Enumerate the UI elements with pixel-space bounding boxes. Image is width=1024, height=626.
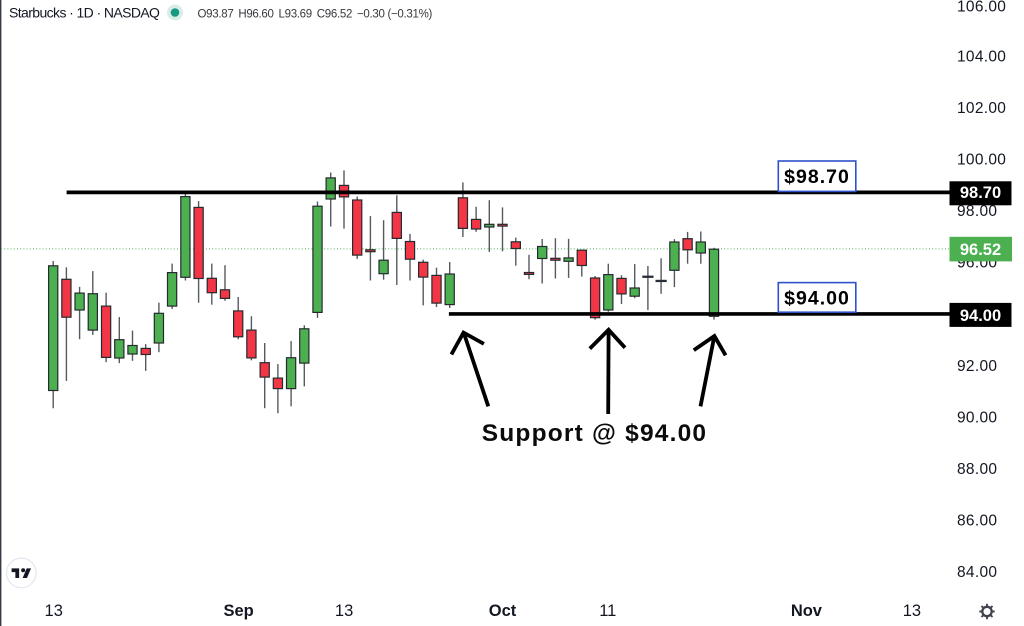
svg-text:Nov: Nov xyxy=(791,602,823,620)
svg-text:86.00: 86.00 xyxy=(957,513,997,530)
svg-text:88.00: 88.00 xyxy=(957,461,997,478)
svg-text:92.00: 92.00 xyxy=(957,358,997,375)
svg-text:100.00: 100.00 xyxy=(957,152,1006,169)
svg-text:Oct: Oct xyxy=(489,602,517,620)
svg-text:94.00: 94.00 xyxy=(960,307,1001,325)
svg-text:104.00: 104.00 xyxy=(957,48,1006,65)
svg-text:102.00: 102.00 xyxy=(957,100,1006,117)
svg-text:98.00: 98.00 xyxy=(957,203,997,220)
svg-text:Support @ $94.00: Support @ $94.00 xyxy=(482,420,708,447)
svg-text:13: 13 xyxy=(335,602,353,620)
svg-text:$94.00: $94.00 xyxy=(784,287,850,309)
svg-text:Starbucks · 1D · NASDAQ: Starbucks · 1D · NASDAQ xyxy=(9,4,160,20)
svg-text:O93.87 H96.60 L93.69 C96.52: O93.87 H96.60 L93.69 C96.52 −0.30 (−0.31… xyxy=(198,8,433,20)
svg-text:90.00: 90.00 xyxy=(957,409,997,426)
svg-text:106.00: 106.00 xyxy=(957,0,1006,16)
svg-text:11: 11 xyxy=(599,602,616,620)
svg-text:$98.70: $98.70 xyxy=(784,166,850,188)
svg-text:13: 13 xyxy=(903,602,921,620)
svg-text:96.52: 96.52 xyxy=(960,241,1001,259)
svg-text:98.70: 98.70 xyxy=(960,184,1001,202)
svg-text:84.00: 84.00 xyxy=(957,564,997,581)
svg-text:Sep: Sep xyxy=(223,602,253,620)
svg-text:13: 13 xyxy=(45,602,63,620)
